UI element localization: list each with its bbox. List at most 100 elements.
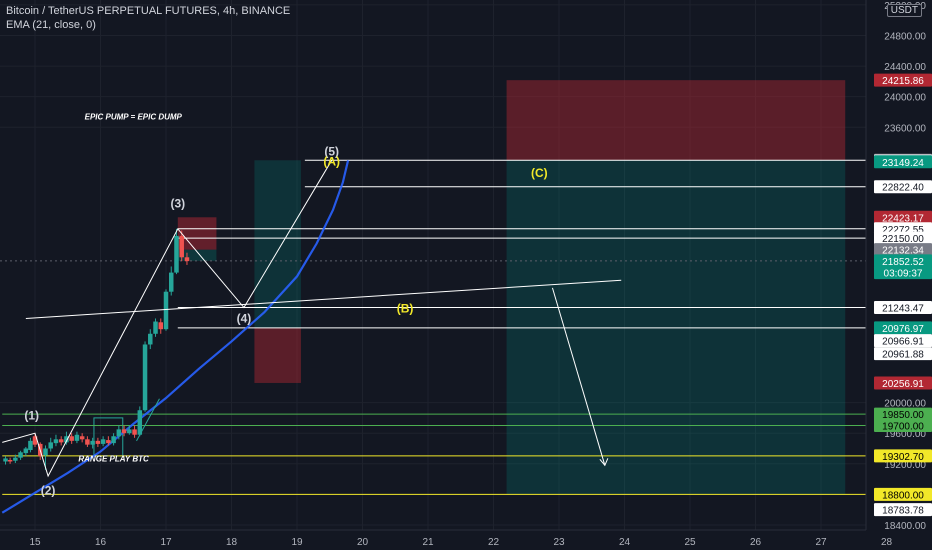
time-tick: 27	[815, 537, 827, 548]
time-tick: 15	[29, 537, 41, 548]
chart-annotations: EPIC PUMP = EPIC DUMP RANGE PLAY BTC (1) (2…	[24, 113, 547, 498]
price-tag[interactable]	[874, 210, 932, 224]
price-tick: 24800.00	[884, 32, 926, 43]
price-tag[interactable]	[874, 347, 932, 361]
drawings[interactable]	[2, 160, 622, 478]
price-axis[interactable]: 25200.0024800.0024400.0024000.0023600.00…	[865, 0, 932, 550]
candle-body	[168, 272, 174, 292]
price-tag[interactable]	[874, 449, 932, 463]
candle-body	[148, 333, 153, 345]
price-tag-label: 18783.78	[882, 506, 924, 517]
candle-body	[79, 436, 85, 440]
currency-badge[interactable]: USDT	[886, 4, 922, 17]
time-tick: 16	[95, 537, 107, 548]
price-tag[interactable]	[874, 503, 932, 517]
price-tag[interactable]	[874, 266, 932, 280]
ema-curve	[1, 160, 350, 514]
price-tag[interactable]	[874, 254, 932, 268]
price-tag[interactable]	[874, 301, 932, 315]
candle-body	[3, 458, 8, 462]
chart-label: (4)	[237, 311, 252, 325]
price-tag-label: 20961.88	[882, 350, 924, 361]
price-tick: 23600.00	[884, 123, 926, 134]
price-tag-label: 22150.00	[882, 234, 924, 245]
price-tag[interactable]	[874, 231, 932, 245]
price-tag[interactable]	[874, 419, 932, 433]
candle-body	[85, 439, 90, 445]
price-tag[interactable]	[874, 155, 932, 169]
target-zone-large[interactable]	[506, 160, 846, 495]
candle-body	[132, 429, 137, 435]
price-tag[interactable]	[874, 180, 932, 194]
price-tag[interactable]	[874, 73, 932, 87]
candle-body	[153, 321, 158, 334]
candle-body	[184, 257, 190, 262]
chart-label: (A)	[323, 155, 340, 169]
trend-line[interactable]	[25, 279, 622, 319]
time-tick: 18	[226, 537, 238, 548]
price-tag-label: 23149.24	[882, 158, 924, 169]
chart-label: (5)	[324, 145, 339, 159]
target-zone-mid[interactable]	[254, 160, 301, 328]
candle-body	[100, 439, 106, 444]
candle-body	[111, 436, 116, 444]
candle-body	[53, 439, 59, 444]
projection-arrow-line[interactable]	[551, 287, 606, 466]
candle-body	[69, 436, 74, 441]
time-tick: 24	[619, 537, 631, 548]
time-tick: 17	[160, 537, 172, 548]
price-tag-label: 21243.47	[882, 304, 924, 315]
candle-body	[158, 322, 164, 330]
price-tick: 24000.00	[884, 93, 926, 104]
time-axis-bg	[0, 530, 866, 550]
price-tag[interactable]	[874, 487, 932, 501]
time-tick: 26	[750, 537, 762, 548]
chart-label: (B)	[397, 301, 414, 315]
chart-label: (3)	[170, 197, 185, 211]
time-tick: 19	[291, 537, 303, 548]
stop-zone-small[interactable]	[177, 217, 217, 250]
symbol-title[interactable]: Bitcoin / TetherUS PERPETUAL FUTURES, 4h…	[6, 5, 291, 17]
position-zones[interactable]	[93, 80, 846, 495]
horizontal-lines[interactable]	[0, 159, 866, 495]
candle-body	[13, 457, 18, 461]
candle-body	[179, 235, 184, 258]
chart-label: RANGE PLAY BTC	[78, 454, 149, 463]
price-tag[interactable]	[874, 376, 932, 390]
price-tag[interactable]	[874, 407, 932, 421]
price-tag[interactable]	[874, 243, 932, 257]
stop-zone-large[interactable]	[506, 80, 846, 161]
time-tick: 28	[881, 537, 893, 548]
chart-label: (1)	[24, 408, 39, 422]
price-tag-label: 22423.17	[882, 213, 924, 224]
ema-line	[1, 160, 350, 514]
price-tag[interactable]	[874, 334, 932, 348]
candle-body	[95, 440, 101, 444]
price-tag[interactable]	[874, 321, 932, 335]
price-tick: 19200.00	[884, 460, 926, 471]
price-tag-label: 19700.00	[882, 422, 924, 433]
candle-body	[18, 452, 23, 458]
candle-body	[142, 344, 148, 411]
price-tick: 19600.00	[884, 429, 926, 440]
price-tick: 18400.00	[884, 521, 926, 532]
candle-body	[106, 440, 111, 444]
target-zone-small[interactable]	[177, 249, 217, 261]
price-tag-label: 19850.00	[882, 410, 924, 421]
price-tag-label: 21852.52	[882, 257, 924, 268]
small-trend-line[interactable]	[136, 398, 160, 442]
projection-arrow-head[interactable]	[599, 458, 609, 467]
stop-zone-mid[interactable]	[254, 327, 301, 383]
price-tag-label: 03:09:37	[884, 269, 923, 280]
elliott-wave-path[interactable]	[2, 160, 333, 478]
time-axis[interactable]: 15 16 17 18 19 20 21 22 23 24 25 26 27 28	[0, 529, 893, 550]
indicator-legend[interactable]: EMA (21, close, 0)	[6, 19, 96, 31]
time-tick: 22	[488, 537, 500, 548]
chart-label: (2)	[41, 483, 56, 497]
candle-body	[127, 429, 132, 434]
candle-body	[48, 442, 53, 449]
chart-label: EPIC PUMP = EPIC DUMP	[85, 113, 183, 122]
candle-body	[163, 291, 169, 330]
